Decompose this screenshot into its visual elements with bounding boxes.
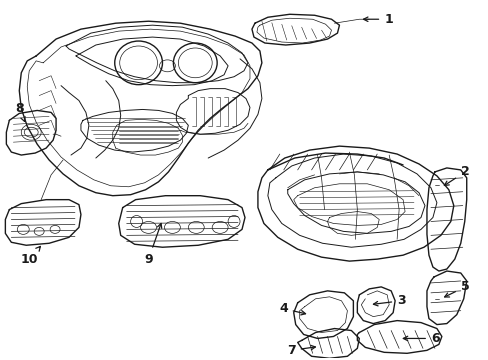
- Text: 2: 2: [444, 165, 468, 185]
- Text: 9: 9: [144, 224, 162, 266]
- Text: 4: 4: [279, 302, 305, 315]
- Text: 5: 5: [444, 280, 468, 297]
- Text: 1: 1: [363, 13, 392, 26]
- Text: 3: 3: [373, 294, 405, 307]
- Text: 8: 8: [15, 102, 25, 121]
- Text: 7: 7: [286, 344, 315, 357]
- Text: 6: 6: [403, 332, 439, 345]
- Text: 10: 10: [20, 246, 41, 266]
